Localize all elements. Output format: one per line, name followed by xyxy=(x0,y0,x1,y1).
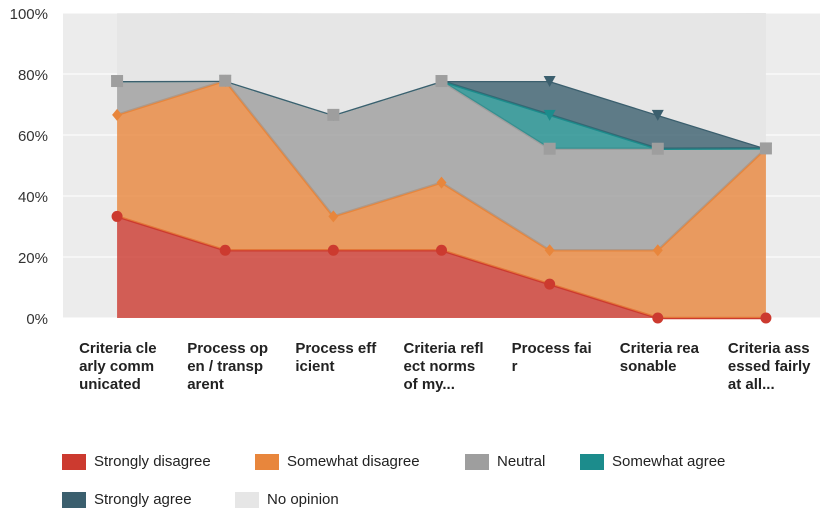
marker xyxy=(651,142,664,155)
marker xyxy=(651,109,664,121)
legend-item: Neutral xyxy=(465,453,545,470)
marker xyxy=(111,75,124,88)
marker xyxy=(111,210,123,222)
marker xyxy=(543,76,556,88)
marker xyxy=(328,210,339,223)
area xyxy=(117,80,766,251)
legend-item: Somewhat agree xyxy=(580,453,725,470)
x-tick-label: Process fair xyxy=(511,340,592,375)
y-tick-label: 20% xyxy=(18,250,48,267)
area xyxy=(117,216,766,318)
legend-item: Strongly disagree xyxy=(62,453,211,470)
legend-swatch xyxy=(580,453,604,470)
x-tick-label: Process efficient xyxy=(295,340,377,375)
marker xyxy=(543,109,556,121)
marker xyxy=(327,108,340,121)
marker xyxy=(543,142,556,155)
x-tick-label: Criteria clearly communicated xyxy=(79,340,157,393)
marker xyxy=(652,244,663,257)
marker xyxy=(327,244,339,256)
legend-label: Strongly agree xyxy=(94,491,192,508)
area xyxy=(117,80,766,149)
legend-swatch xyxy=(255,453,279,470)
marker xyxy=(544,278,556,290)
y-tick-label: 60% xyxy=(18,128,48,145)
marker xyxy=(436,244,447,256)
legend-swatch xyxy=(465,453,489,470)
legend-swatch xyxy=(62,491,86,508)
marker xyxy=(544,244,555,257)
marker xyxy=(652,312,664,324)
legend-label: Neutral xyxy=(497,453,546,470)
marker xyxy=(435,75,448,88)
legend-label: Somewhat agree xyxy=(612,453,726,470)
marker xyxy=(760,312,772,324)
x-tick-label: Criteria reasonable xyxy=(619,340,699,375)
marker xyxy=(219,74,232,87)
legend-swatch xyxy=(235,491,259,508)
area xyxy=(117,80,766,319)
x-tick-label: Criteria assessed fairly at all... xyxy=(727,340,811,393)
marker xyxy=(112,108,123,121)
y-tick-label: 100% xyxy=(10,6,48,23)
marker xyxy=(759,142,772,155)
legend-label: Somewhat disagree xyxy=(287,453,420,470)
y-tick-label: 40% xyxy=(18,189,48,206)
legend-label: No opinion xyxy=(267,491,339,508)
legend-item: No opinion xyxy=(235,491,339,508)
x-tick-label: Criteria reflect norms of my... xyxy=(403,340,484,393)
legend-item: Somewhat disagree xyxy=(255,453,420,470)
marker xyxy=(219,244,231,256)
marker xyxy=(436,176,447,189)
legend-label: Strongly disagree xyxy=(94,453,211,470)
y-tick-label: 80% xyxy=(18,67,48,84)
legend-swatch xyxy=(62,453,86,470)
y-tick-label: 0% xyxy=(26,311,48,328)
x-tick-label: Process open / transparent xyxy=(187,340,269,393)
legend-item: Strongly agree xyxy=(62,491,192,508)
